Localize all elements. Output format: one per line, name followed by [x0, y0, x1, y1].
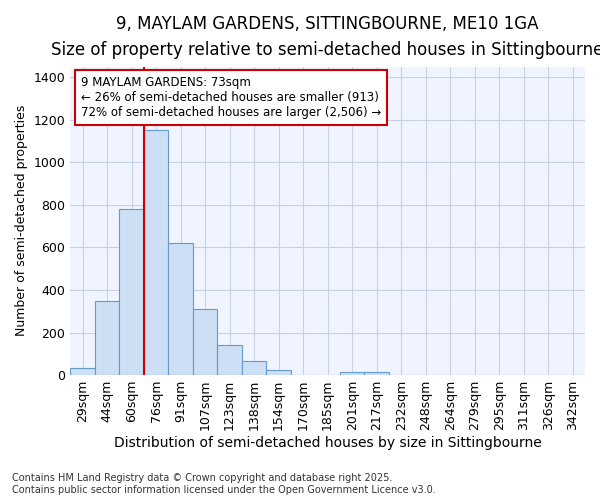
Bar: [364, 372, 389, 375]
Bar: [144, 130, 169, 375]
Bar: [169, 243, 193, 375]
Text: 9 MAYLAM GARDENS: 73sqm
← 26% of semi-detached houses are smaller (913)
72% of s: 9 MAYLAM GARDENS: 73sqm ← 26% of semi-de…: [80, 76, 381, 119]
Bar: [70, 368, 95, 375]
X-axis label: Distribution of semi-detached houses by size in Sittingbourne: Distribution of semi-detached houses by …: [114, 436, 542, 450]
Text: Contains HM Land Registry data © Crown copyright and database right 2025.
Contai: Contains HM Land Registry data © Crown c…: [12, 474, 436, 495]
Bar: [217, 346, 242, 375]
Bar: [266, 370, 291, 375]
Y-axis label: Number of semi-detached properties: Number of semi-detached properties: [15, 105, 28, 336]
Bar: [242, 362, 266, 375]
Bar: [119, 209, 144, 375]
Title: 9, MAYLAM GARDENS, SITTINGBOURNE, ME10 1GA
Size of property relative to semi-det: 9, MAYLAM GARDENS, SITTINGBOURNE, ME10 1…: [52, 15, 600, 60]
Bar: [95, 300, 119, 375]
Bar: [193, 309, 217, 375]
Bar: [340, 372, 364, 375]
